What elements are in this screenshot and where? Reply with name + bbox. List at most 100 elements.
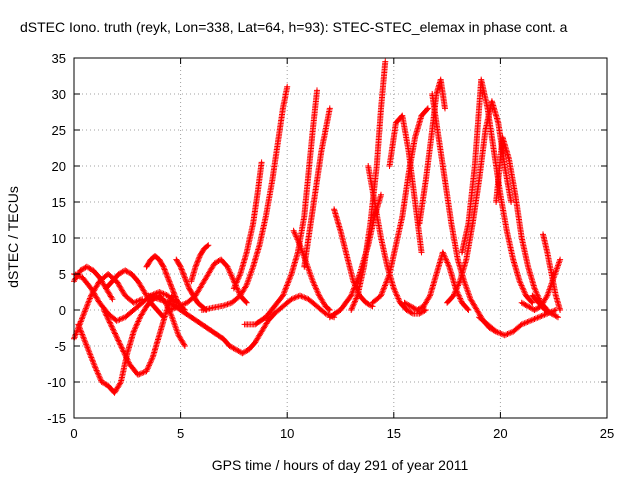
x-tick-label: 0 bbox=[70, 426, 77, 441]
data-point bbox=[196, 301, 199, 304]
data-point bbox=[151, 355, 154, 358]
data-point bbox=[143, 291, 146, 293]
data-point bbox=[490, 100, 493, 103]
data-point bbox=[527, 265, 530, 268]
data-point bbox=[356, 294, 359, 297]
data-point bbox=[533, 287, 536, 290]
series-markers bbox=[230, 159, 265, 292]
data-point bbox=[149, 258, 152, 261]
data-point bbox=[252, 222, 255, 225]
data-point bbox=[512, 258, 515, 261]
data-point bbox=[194, 294, 197, 297]
data-point bbox=[158, 291, 161, 293]
data-series bbox=[444, 98, 515, 306]
data-point bbox=[168, 301, 171, 304]
data-point bbox=[441, 251, 444, 254]
data-point bbox=[286, 85, 289, 88]
data-point bbox=[203, 247, 206, 250]
data-point bbox=[333, 208, 336, 211]
data-point bbox=[478, 316, 481, 319]
data-point bbox=[111, 280, 114, 283]
data-point bbox=[200, 305, 203, 308]
data-series bbox=[166, 256, 250, 313]
data-point bbox=[141, 301, 144, 304]
data-point bbox=[554, 309, 557, 311]
data-point bbox=[414, 136, 417, 139]
y-tick-label: 10 bbox=[52, 231, 66, 246]
data-series bbox=[198, 83, 291, 313]
data-point bbox=[200, 323, 203, 326]
data-point bbox=[107, 384, 110, 387]
data-point bbox=[418, 312, 421, 315]
data-point bbox=[520, 323, 523, 326]
data-point bbox=[107, 273, 110, 275]
data-point bbox=[324, 312, 327, 315]
data-point bbox=[316, 179, 319, 182]
data-point bbox=[94, 366, 97, 369]
data-point bbox=[258, 244, 261, 247]
data-point bbox=[158, 258, 161, 261]
data-point bbox=[200, 309, 203, 311]
data-point bbox=[546, 251, 549, 254]
data-point bbox=[162, 265, 165, 268]
data-point bbox=[290, 298, 293, 301]
data-point bbox=[339, 309, 342, 311]
data-point bbox=[303, 265, 306, 268]
data-point bbox=[245, 301, 248, 304]
data-point bbox=[166, 294, 169, 297]
data-point bbox=[345, 255, 348, 257]
data-point bbox=[463, 280, 466, 283]
data-point bbox=[486, 323, 489, 326]
data-point bbox=[520, 301, 523, 304]
data-point bbox=[298, 294, 301, 297]
data-point bbox=[316, 89, 319, 92]
data-point bbox=[484, 129, 487, 131]
data-point bbox=[456, 258, 459, 261]
data-series bbox=[143, 253, 188, 313]
data-point bbox=[188, 287, 191, 290]
data-point bbox=[111, 327, 114, 329]
data-point bbox=[420, 114, 423, 117]
series-markers bbox=[198, 83, 291, 313]
data-point bbox=[85, 345, 88, 347]
data-point bbox=[486, 107, 489, 110]
data-point bbox=[365, 301, 368, 304]
data-point bbox=[518, 280, 521, 283]
x-tick-label: 20 bbox=[493, 426, 507, 441]
data-point bbox=[531, 301, 534, 304]
data-point bbox=[369, 222, 372, 225]
data-point bbox=[424, 179, 427, 182]
data-point bbox=[147, 294, 150, 297]
data-point bbox=[380, 237, 383, 239]
data-point bbox=[102, 309, 105, 311]
data-series bbox=[100, 292, 176, 378]
data-point bbox=[145, 265, 148, 268]
data-point bbox=[264, 215, 267, 218]
data-point bbox=[136, 373, 139, 376]
data-point bbox=[443, 179, 446, 182]
data-point bbox=[222, 304, 225, 307]
data-point bbox=[254, 341, 257, 344]
data-series bbox=[540, 231, 564, 313]
data-point bbox=[303, 215, 306, 218]
data-point bbox=[245, 251, 248, 254]
data-point bbox=[177, 334, 180, 337]
data-point bbox=[207, 244, 210, 247]
data-point bbox=[164, 312, 167, 315]
data-point bbox=[232, 287, 235, 290]
y-tick-label: 30 bbox=[52, 87, 66, 102]
data-point bbox=[281, 107, 284, 110]
data-point bbox=[145, 305, 148, 308]
data-point bbox=[510, 201, 513, 203]
data-point bbox=[380, 193, 383, 196]
data-point bbox=[320, 150, 323, 153]
data-point bbox=[90, 287, 93, 290]
data-point bbox=[307, 172, 310, 175]
data-point bbox=[183, 345, 186, 347]
data-point bbox=[117, 273, 120, 275]
data-point bbox=[350, 309, 353, 311]
data-point bbox=[139, 316, 142, 319]
data-series bbox=[301, 105, 333, 270]
data-point bbox=[154, 255, 157, 257]
